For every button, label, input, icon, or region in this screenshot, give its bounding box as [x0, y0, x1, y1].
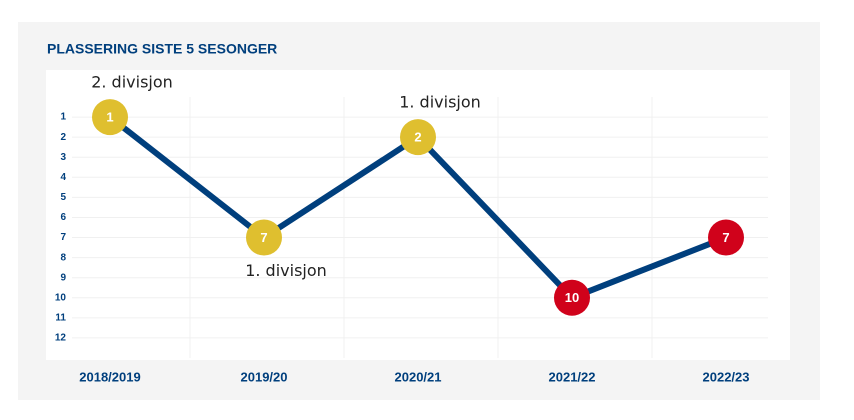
- point-label: 10: [565, 290, 579, 305]
- point-label: 7: [260, 230, 267, 245]
- y-tick-label: 11: [55, 312, 66, 323]
- point: [92, 99, 128, 136]
- y-tick-label: 10: [55, 292, 67, 303]
- annotation: 1. divisjon: [399, 93, 481, 112]
- point: [708, 219, 744, 256]
- x-tick-label: 2018/2019: [79, 369, 140, 384]
- y-tick-label: 4: [60, 172, 66, 183]
- y-tick-label: 1: [60, 112, 66, 123]
- point-label: 1: [106, 110, 113, 125]
- annotation: 1. divisjon: [245, 261, 327, 280]
- x-tick-label: 2020/21: [395, 369, 442, 384]
- point-label: 2: [414, 130, 421, 145]
- point: [400, 119, 436, 156]
- point-label: 7: [722, 230, 729, 245]
- y-tick-label: 9: [60, 272, 66, 283]
- y-tick-label: 8: [60, 252, 66, 263]
- y-tick-label: 6: [60, 212, 66, 223]
- y-tick-label: 7: [60, 232, 66, 243]
- x-tick-label: 2019/20: [241, 369, 288, 384]
- y-tick-label: 3: [60, 152, 66, 163]
- x-tick-label: 2022/23: [703, 369, 750, 384]
- x-tick-label: 2021/22: [549, 369, 596, 384]
- point: [554, 279, 590, 316]
- point: [246, 219, 282, 256]
- y-tick-label: 2: [60, 132, 66, 143]
- plot-area: [46, 70, 790, 360]
- chart-title: PLASSERING SISTE 5 SESONGER: [47, 41, 277, 57]
- y-tick-label: 5: [60, 192, 66, 203]
- y-tick-label: 12: [55, 333, 67, 344]
- annotation: 2. divisjon: [91, 73, 173, 92]
